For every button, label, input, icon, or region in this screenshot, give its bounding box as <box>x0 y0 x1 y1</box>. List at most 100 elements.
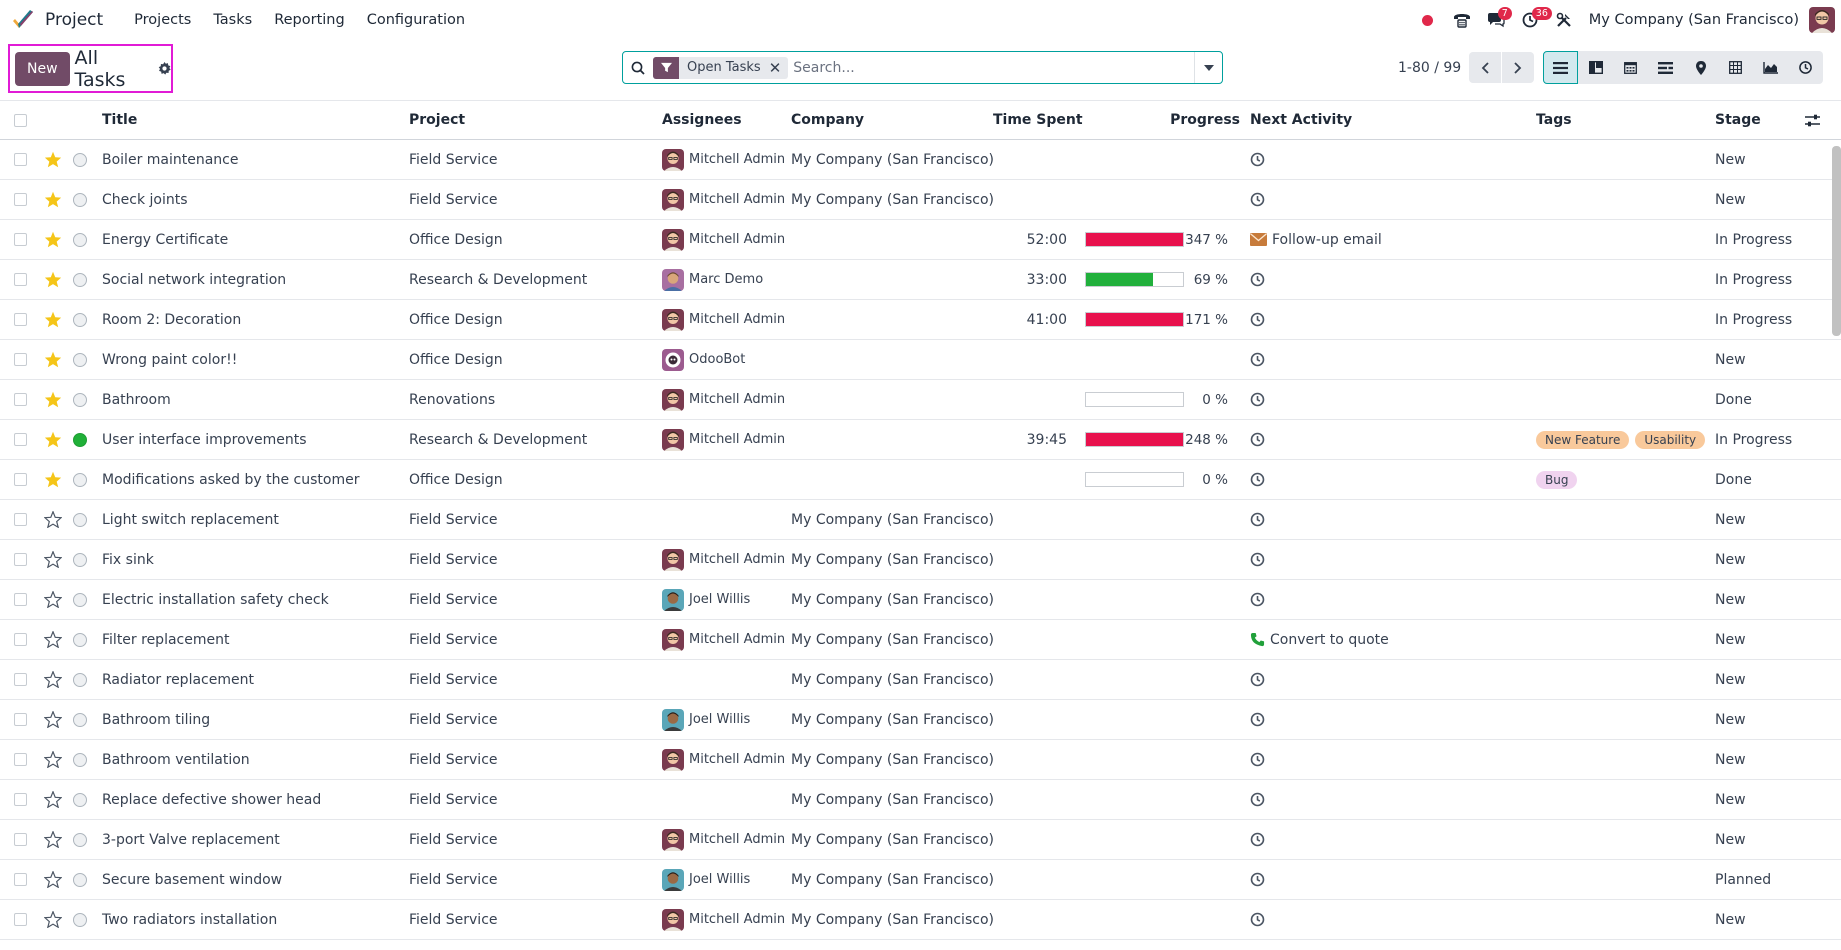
next-activity[interactable] <box>1250 820 1265 859</box>
status-dot-icon[interactable] <box>73 540 89 579</box>
row-checkbox[interactable] <box>14 900 28 939</box>
row-checkbox[interactable] <box>14 620 28 659</box>
calendar-view-icon[interactable] <box>1613 51 1648 84</box>
clock-icon[interactable] <box>1250 872 1265 887</box>
optional-columns-icon[interactable] <box>1805 101 1825 139</box>
task-title[interactable]: Light switch replacement <box>102 511 279 528</box>
task-title[interactable]: Social network integration <box>102 271 287 288</box>
map-view-icon[interactable] <box>1683 51 1718 84</box>
status-dot-icon[interactable] <box>73 220 89 259</box>
next-activity[interactable] <box>1250 460 1265 499</box>
star-filled-icon[interactable] <box>44 300 62 339</box>
row-checkbox[interactable] <box>14 220 28 259</box>
row-checkbox[interactable] <box>14 460 28 499</box>
task-title[interactable]: Filter replacement <box>102 631 230 648</box>
task-title[interactable]: Electric installation safety check <box>102 591 329 608</box>
clock-icon[interactable] <box>1250 512 1265 527</box>
table-row[interactable]: Two radiators installation Field Service M… <box>0 900 1841 940</box>
table-row[interactable]: Boiler maintenance Field Service Mitchell … <box>0 140 1841 180</box>
clock-icon[interactable] <box>1250 552 1265 567</box>
row-checkbox[interactable] <box>14 780 28 819</box>
star-icon[interactable] <box>44 540 62 579</box>
status-dot-icon[interactable] <box>73 180 89 219</box>
task-title[interactable]: Two radiators installation <box>102 911 278 928</box>
pivot-view-icon[interactable] <box>1718 51 1753 84</box>
task-title[interactable]: User interface improvements <box>102 431 307 448</box>
search-icon[interactable] <box>623 61 653 75</box>
tag-badge[interactable]: New Feature <box>1536 430 1630 449</box>
row-checkbox[interactable] <box>14 420 28 459</box>
row-checkbox[interactable] <box>14 140 28 179</box>
company-switcher[interactable]: My Company (San Francisco) <box>1588 12 1799 28</box>
row-checkbox[interactable] <box>14 380 28 419</box>
star-icon[interactable] <box>44 660 62 699</box>
table-row[interactable]: Check joints Field Service Mitchell Admin M… <box>0 180 1841 220</box>
facet-remove-icon[interactable]: ✕ <box>768 58 782 77</box>
row-checkbox[interactable] <box>14 300 28 339</box>
activities-clock-icon[interactable]: 36 <box>1513 0 1552 40</box>
task-assignee[interactable]: Joel Willis <box>662 700 750 739</box>
star-filled-icon[interactable] <box>44 180 62 219</box>
recording-dot-icon[interactable] <box>1411 0 1445 40</box>
table-row[interactable]: Filter replacement Field Service Mitchell … <box>0 620 1841 660</box>
column-header-tags[interactable]: Tags <box>1536 112 1572 128</box>
table-row[interactable]: Energy Certificate Office Design Mitchell … <box>0 220 1841 260</box>
status-dot-icon[interactable] <box>73 900 89 939</box>
email-icon[interactable] <box>1250 233 1267 246</box>
column-header-time-spent[interactable]: Time Spent <box>993 112 1083 128</box>
messages-icon[interactable]: 7 <box>1479 0 1513 40</box>
table-row[interactable]: Secure basement window Field Service Joel … <box>0 860 1841 900</box>
table-row[interactable]: Wrong paint color!! Office Design OdooBot N… <box>0 340 1841 380</box>
task-assignee[interactable]: Mitchell Admin <box>662 420 785 459</box>
task-assignee[interactable]: OdooBot <box>662 340 745 379</box>
column-header-assignees[interactable]: Assignees <box>662 112 742 128</box>
row-checkbox[interactable] <box>14 860 28 899</box>
project-app-icon[interactable] <box>11 8 41 32</box>
next-activity[interactable] <box>1250 420 1265 459</box>
status-dot-icon[interactable] <box>73 260 89 299</box>
list-view-icon[interactable] <box>1543 51 1578 84</box>
row-checkbox[interactable] <box>14 580 28 619</box>
column-header-title[interactable]: Title <box>102 112 138 128</box>
column-header-next-activity[interactable]: Next Activity <box>1250 112 1353 128</box>
status-dot-icon[interactable] <box>73 860 89 899</box>
clock-icon[interactable] <box>1250 712 1265 727</box>
status-dot-icon[interactable] <box>73 740 89 779</box>
row-checkbox[interactable] <box>14 740 28 779</box>
clock-icon[interactable] <box>1250 432 1265 447</box>
pager-previous-icon[interactable] <box>1469 52 1502 83</box>
search-input[interactable] <box>788 53 1194 82</box>
task-assignee[interactable]: Joel Willis <box>662 580 750 619</box>
status-dot-icon[interactable] <box>73 340 89 379</box>
row-checkbox[interactable] <box>14 180 28 219</box>
task-title[interactable]: Modifications asked by the customer <box>102 471 360 488</box>
star-icon[interactable] <box>44 820 62 859</box>
next-activity[interactable]: Convert to quote <box>1250 620 1389 659</box>
clock-icon[interactable] <box>1250 752 1265 767</box>
row-checkbox[interactable] <box>14 820 28 859</box>
status-dot-icon[interactable] <box>73 300 89 339</box>
next-activity[interactable] <box>1250 860 1265 899</box>
task-title[interactable]: Bathroom <box>102 391 171 408</box>
next-activity[interactable] <box>1250 380 1265 419</box>
next-activity[interactable] <box>1250 780 1265 819</box>
clock-icon[interactable] <box>1250 672 1265 687</box>
task-assignee[interactable]: Mitchell Admin <box>662 220 785 259</box>
search-options-chevron-icon[interactable] <box>1194 52 1222 83</box>
next-activity[interactable] <box>1250 340 1265 379</box>
task-assignee[interactable]: Mitchell Admin <box>662 820 785 859</box>
task-title[interactable]: Bathroom ventilation <box>102 751 250 768</box>
task-assignee[interactable]: Mitchell Admin <box>662 180 785 219</box>
star-icon[interactable] <box>44 860 62 899</box>
task-title[interactable]: Wrong paint color!! <box>102 351 238 368</box>
task-assignee[interactable]: Mitchell Admin <box>662 140 785 179</box>
row-checkbox[interactable] <box>14 500 28 539</box>
task-assignee[interactable]: Mitchell Admin <box>662 620 785 659</box>
next-activity[interactable] <box>1250 700 1265 739</box>
task-assignee[interactable]: Mitchell Admin <box>662 540 785 579</box>
task-assignee[interactable]: Marc Demo <box>662 260 763 299</box>
star-filled-icon[interactable] <box>44 380 62 419</box>
column-header-project[interactable]: Project <box>409 112 466 128</box>
star-icon[interactable] <box>44 620 62 659</box>
star-filled-icon[interactable] <box>44 140 62 179</box>
